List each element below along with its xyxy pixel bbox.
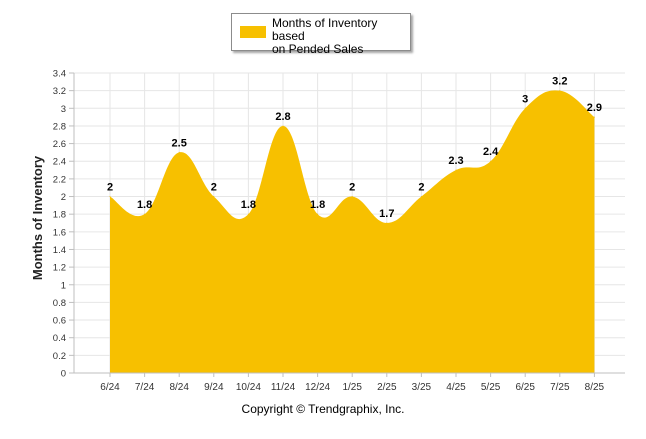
area-series [109,90,595,373]
legend-label: Months of Inventory based on Pended Sale… [272,17,408,56]
data-label: 2.9 [587,102,602,114]
x-tick-label: 8/24 [169,382,189,393]
y-tick-label: 1.2 [53,263,66,274]
y-tick-label: 2.4 [53,157,66,168]
data-point [213,196,215,198]
x-tick-label: 2/25 [377,382,397,393]
x-tick-label: 7/25 [550,382,570,393]
data-label: 1.8 [241,199,256,211]
y-tick-label: 3.4 [53,69,66,80]
data-point [109,196,111,198]
data-label: 2.4 [483,146,499,158]
data-label: 2.8 [275,111,290,123]
legend-swatch [240,26,266,38]
data-labels: 2 1.8 2.5 2 1.8 2.8 1.8 2 1.7 2 2.3 2.4 3 3.2 2.9 [107,76,602,220]
copyright-text: Copyright © Trendgraphix, Inc. [241,402,405,416]
x-tick-label: 8/25 [585,382,605,393]
data-point [351,196,353,198]
y-tick-label: 2.2 [53,174,66,185]
x-tick-label: 6/24 [100,382,120,393]
data-label: 2.5 [172,137,187,149]
x-tick-label: 5/25 [481,382,501,393]
y-tick-label: 2.8 [53,121,66,132]
x-tick-label: 7/24 [135,382,155,393]
data-point [317,213,319,215]
x-tick-label: 9/24 [204,382,224,393]
data-point [420,196,422,198]
y-tick-label: 0.8 [53,298,66,309]
y-tick-label: 1.8 [53,210,66,221]
x-tick-label: 12/24 [305,382,330,393]
x-tick-label: 6/25 [515,382,535,393]
data-label: 2 [418,182,424,194]
x-tick-label: 1/25 [342,382,362,393]
y-tick-label: 2.6 [53,139,66,150]
y-axis-title: Months of Inventory [30,155,45,280]
legend-label-line2: on Pended Sales [272,42,364,56]
data-label: 1.8 [310,199,325,211]
y-tick-label: 0 [61,369,66,380]
y-tick-label: 2 [61,192,66,203]
data-label: 1.8 [137,199,152,211]
data-label: 2.3 [448,155,463,167]
data-point [490,160,492,162]
y-tick-label: 3.2 [53,86,66,97]
y-tick-label: 0.6 [53,316,66,327]
data-point [524,107,526,109]
data-point [144,213,146,215]
data-label: 3.2 [552,76,567,88]
data-label: 1.7 [379,208,394,220]
legend-label-line1: Months of Inventory based [272,16,378,43]
legend: Months of Inventory based on Pended Sale… [231,13,411,56]
data-point [593,116,595,118]
x-tick-label: 11/24 [271,382,296,393]
data-label: 2 [349,182,355,194]
data-label: 2 [107,182,113,194]
data-point [455,169,457,171]
data-point [386,222,388,224]
y-tick-label: 0.4 [53,333,66,344]
data-point [559,90,561,92]
axes: 0 0.2 0.4 0.6 0.8 1 1.2 1.4 1.6 1.8 2 2.2 2.4 2.6 2.8 3… [53,69,625,393]
x-tick-label: 3/25 [412,382,432,393]
y-tick-label: 3 [61,104,66,115]
data-point [178,151,180,153]
x-tick-label: 4/25 [446,382,466,393]
area-fill [110,90,595,373]
y-tick-label: 0.2 [53,351,66,362]
y-tick-label: 1.6 [53,227,66,238]
y-tick-label: 1 [61,280,66,291]
data-point [282,125,284,127]
data-label: 3 [522,93,528,105]
y-tick-label: 1.4 [53,245,66,256]
x-tick-label: 10/24 [236,382,261,393]
data-label: 2 [211,182,217,194]
data-point [247,213,249,215]
